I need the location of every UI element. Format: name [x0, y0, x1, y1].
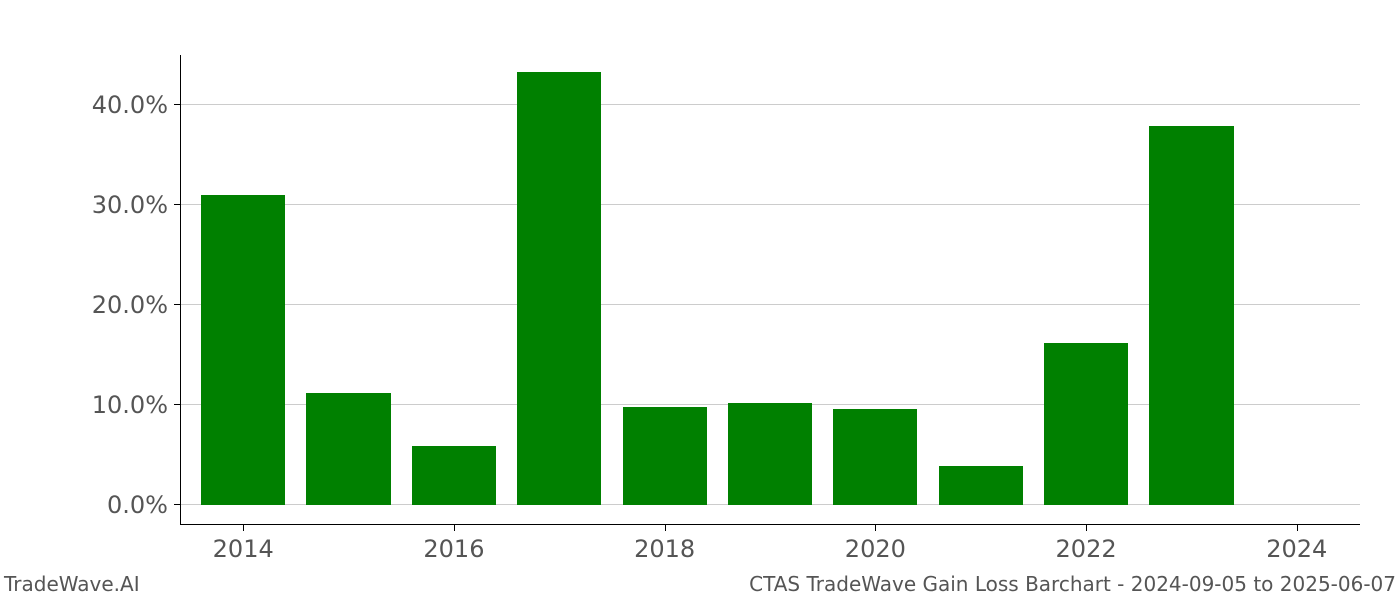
- y-tick-label: 10.0%: [92, 391, 180, 419]
- y-axis-line: [180, 55, 181, 525]
- x-tick-label: 2014: [213, 525, 274, 563]
- y-tick-label: 30.0%: [92, 191, 180, 219]
- x-axis-line: [180, 524, 1360, 525]
- x-tick-label: 2018: [634, 525, 695, 563]
- bar: [412, 446, 496, 505]
- gain-loss-barchart: 0.0% 10.0% 20.0% 30.0% 40.0% 2014 2016 2018 2020…: [0, 0, 1400, 600]
- y-tick-label: 0.0%: [107, 491, 180, 519]
- gridline: [180, 104, 1360, 105]
- bar: [728, 403, 812, 505]
- footer-caption: CTAS TradeWave Gain Loss Barchart - 2024…: [749, 572, 1396, 596]
- bar: [306, 393, 390, 505]
- y-tick-label: 40.0%: [92, 91, 180, 119]
- bar: [623, 407, 707, 505]
- bar: [517, 72, 601, 505]
- plot-area: 0.0%10.0%20.0%30.0%40.0%2014201620182020…: [180, 55, 1360, 525]
- footer-brand: TradeWave.AI: [4, 572, 140, 596]
- bar: [1044, 343, 1128, 505]
- x-tick-label: 2020: [845, 525, 906, 563]
- x-tick-label: 2016: [423, 525, 484, 563]
- x-tick-label: 2024: [1266, 525, 1327, 563]
- x-tick-label: 2022: [1056, 525, 1117, 563]
- bar: [1149, 126, 1233, 505]
- y-tick-label: 20.0%: [92, 291, 180, 319]
- bar: [939, 466, 1023, 505]
- bar: [833, 409, 917, 505]
- bar: [201, 195, 285, 505]
